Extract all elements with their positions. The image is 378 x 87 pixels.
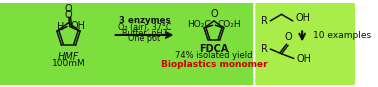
Text: 10 examples: 10 examples	[313, 31, 372, 40]
Text: One pot: One pot	[129, 34, 161, 43]
Text: R: R	[262, 44, 268, 54]
Text: R: R	[262, 16, 268, 26]
Text: OH: OH	[296, 54, 311, 64]
Text: O: O	[284, 32, 292, 42]
Text: FDCA: FDCA	[199, 44, 229, 54]
FancyBboxPatch shape	[254, 1, 356, 87]
Text: Bioplastics monomer: Bioplastics monomer	[161, 60, 267, 69]
Text: OH: OH	[71, 21, 86, 31]
Text: Buffer, pH7: Buffer, pH7	[122, 29, 167, 38]
Text: 100mM: 100mM	[52, 59, 85, 68]
Text: HO₂C: HO₂C	[187, 20, 211, 29]
Text: O: O	[64, 4, 72, 14]
Text: 3 enzymes: 3 enzymes	[119, 16, 170, 25]
Text: H: H	[57, 22, 64, 32]
Text: O₂ (air), 37°C: O₂ (air), 37°C	[118, 23, 171, 32]
Text: O: O	[65, 10, 72, 20]
Text: 74% isolated yield: 74% isolated yield	[175, 51, 253, 60]
Text: CO₂H: CO₂H	[217, 20, 241, 29]
Text: OH: OH	[296, 13, 311, 23]
Text: O: O	[210, 9, 218, 19]
FancyBboxPatch shape	[0, 1, 257, 87]
Text: HMF: HMF	[58, 52, 79, 62]
